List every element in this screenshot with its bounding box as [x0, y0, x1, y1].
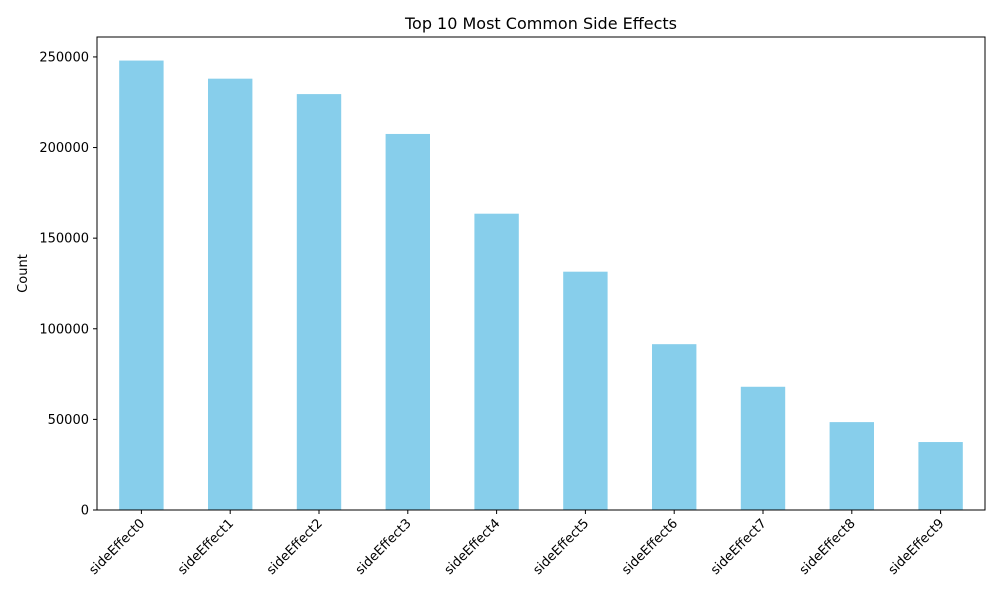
chart-title: Top 10 Most Common Side Effects [404, 14, 677, 33]
y-tick-label: 100000 [39, 322, 89, 337]
x-tick-label: sideEffect6 [619, 516, 681, 578]
y-axis-title: Count [16, 254, 31, 293]
y-axis-ticks: 0 50000 100000 150000 200000 250000 [39, 50, 97, 519]
bar-sideEffect1 [208, 78, 253, 511]
bar-sideEffect0 [119, 60, 164, 511]
x-tick-label: sideEffect5 [530, 516, 592, 578]
bar-sideEffect2 [296, 94, 342, 510]
x-tick-label: sideEffect1 [175, 516, 237, 578]
bar-sideEffect6 [652, 344, 697, 510]
plot-frame [96, 36, 986, 511]
bar-sideEffect3 [385, 133, 430, 510]
x-tick-label: sideEffect2 [264, 516, 326, 578]
y-tick-label: 200000 [39, 141, 89, 156]
bar-sideEffect7 [740, 386, 786, 510]
bar-sideEffect4 [474, 213, 519, 510]
x-tick-label: sideEffect0 [86, 516, 148, 578]
bar-sideEffect5 [563, 271, 608, 510]
x-axis-ticks: sideEffect0 sideEffect1 sideEffect2 sideEff… [86, 510, 947, 578]
bar-sideEffect8 [829, 422, 874, 510]
x-tick-label: sideEffect7 [708, 516, 770, 578]
x-tick-label: sideEffect9 [886, 516, 948, 578]
x-tick-label: sideEffect4 [442, 516, 504, 578]
bars-group [119, 60, 963, 511]
x-tick-label: sideEffect8 [797, 516, 859, 578]
bar-sideEffect9 [918, 442, 963, 510]
y-tick-label: 250000 [39, 50, 89, 65]
y-tick-label: 50000 [48, 413, 89, 428]
x-tick-label: sideEffect3 [353, 516, 415, 578]
y-tick-label: 0 [81, 504, 89, 519]
y-tick-label: 150000 [39, 232, 89, 247]
